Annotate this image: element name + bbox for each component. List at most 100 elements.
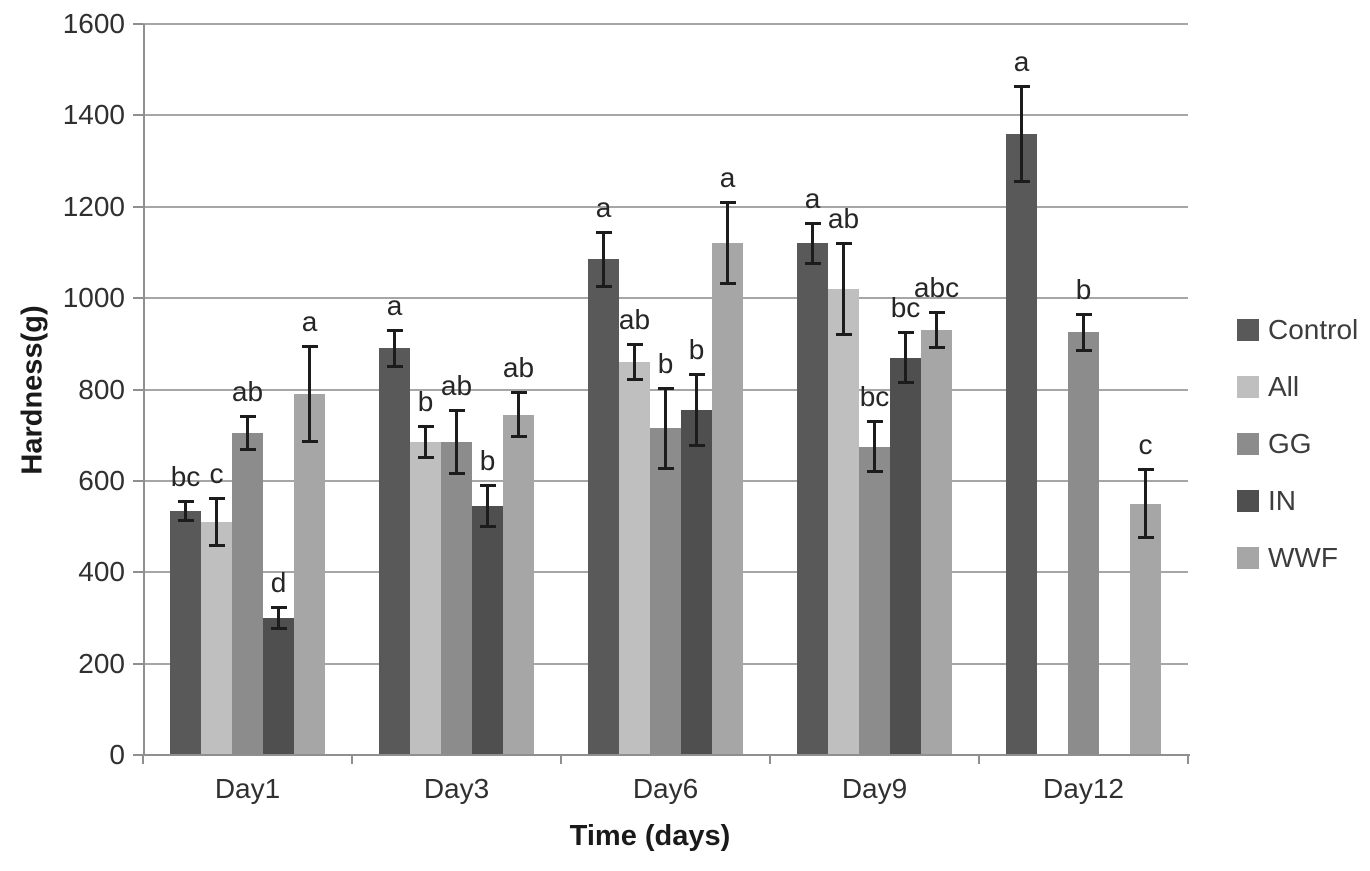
y-axis-tick [133,297,143,300]
bar-wwf-day6 [712,243,743,755]
significance-label: bc [859,381,890,413]
y-axis-tick [133,388,143,391]
gridline [143,114,1188,117]
legend-item-control: Control [1237,312,1358,348]
error-bar-cap-top [657,387,674,391]
y-tick-label: 600 [78,464,125,496]
x-axis-tick [978,755,980,764]
legend-swatch-icon [1237,433,1259,455]
y-tick-label: 400 [78,556,125,588]
gridline [143,205,1188,208]
bar-all-day9 [828,288,859,755]
bar-all-day1 [201,521,232,755]
error-bar-cap-bottom [657,466,674,470]
significance-label: bc [170,460,201,492]
bar-control-day3 [379,348,410,755]
significance-label: c [209,458,224,490]
error-bar [517,391,520,438]
error-bar-cap-bottom [417,456,434,460]
error-bar-cap-bottom [866,469,883,473]
error-bar [455,410,458,474]
legend-item-all: All [1237,369,1299,405]
bar-wwf-day12 [1130,503,1161,755]
error-bar-cap-bottom [270,627,287,631]
y-tick-label: 1400 [62,99,125,131]
error-bar [1020,85,1023,182]
error-bar [308,346,311,443]
error-bar-cap-top [928,310,945,314]
bar-gg-day12 [1068,332,1099,755]
legend-label: GG [1268,428,1312,459]
error-bar-cap-bottom [595,284,612,288]
error-bar-cap-top [417,425,434,429]
error-bar-cap-top [386,329,403,333]
bar-wwf-day1 [294,394,325,755]
error-bar [215,498,218,546]
significance-label: a [386,290,403,322]
bar-in-day6 [681,410,712,755]
x-axis-tick [769,755,771,764]
x-axis-tick [142,755,144,764]
error-bar-cap-top [448,409,465,413]
bar-gg-day3 [441,442,472,755]
error-bar-cap-top [688,373,705,377]
error-bar-cap-bottom [719,282,736,286]
bar-control-day9 [797,243,828,755]
significance-label: ab [231,375,264,407]
y-axis-tick [133,571,143,574]
significance-label: d [270,566,287,598]
error-bar [664,388,667,469]
error-bar [393,330,396,367]
legend-label: Control [1268,314,1359,345]
legend-item-in: IN [1237,483,1296,519]
y-axis-tick [133,754,143,756]
error-bar [811,222,814,264]
bar-in-day9 [890,357,921,755]
error-bar-cap-top [595,230,612,234]
error-bar-cap-top [835,242,852,246]
error-bar-cap-top [1137,468,1154,472]
bar-in-day3 [472,506,503,755]
y-tick-label: 1200 [62,190,125,222]
error-bar-cap-top [208,497,225,501]
error-bar-cap-bottom [239,448,256,452]
error-bar-cap-top [177,499,194,503]
error-bar-cap-bottom [479,524,496,528]
legend-item-gg: GG [1237,426,1312,462]
error-bar-cap-bottom [897,380,914,384]
legend-swatch-icon [1237,547,1259,569]
error-bar-cap-top [301,345,318,349]
error-bar-cap-bottom [448,472,465,476]
error-bar [695,374,698,446]
legend-label: All [1268,371,1300,402]
x-axis-tick [560,755,562,764]
error-bar-cap-bottom [1075,348,1092,352]
significance-label: b [657,348,674,380]
significance-label: c [1138,429,1153,461]
error-bar [277,606,280,630]
error-bar-cap-bottom [804,261,821,265]
error-bar [873,421,876,472]
error-bar [424,426,427,459]
error-bar [602,231,605,287]
error-bar-cap-bottom [688,443,705,447]
error-bar [1082,314,1085,351]
error-bar [842,243,845,335]
significance-label: ab [618,303,651,335]
y-axis-tick [133,662,143,665]
bar-gg-day1 [232,432,263,755]
y-axis-tick [133,205,143,208]
legend-swatch-icon [1237,319,1259,341]
significance-label: a [1013,45,1030,77]
error-bar-cap-bottom [626,378,643,382]
error-bar-cap-top [719,201,736,205]
error-bar-cap-bottom [510,435,527,439]
error-bar-cap-top [270,605,287,609]
bar-control-day6 [588,259,619,755]
significance-label: ab [502,351,535,383]
error-bar-cap-top [804,221,821,225]
error-bar-cap-top [510,390,527,394]
bar-control-day12 [1006,133,1037,755]
error-bar [486,485,489,527]
error-bar-cap-bottom [177,518,194,522]
